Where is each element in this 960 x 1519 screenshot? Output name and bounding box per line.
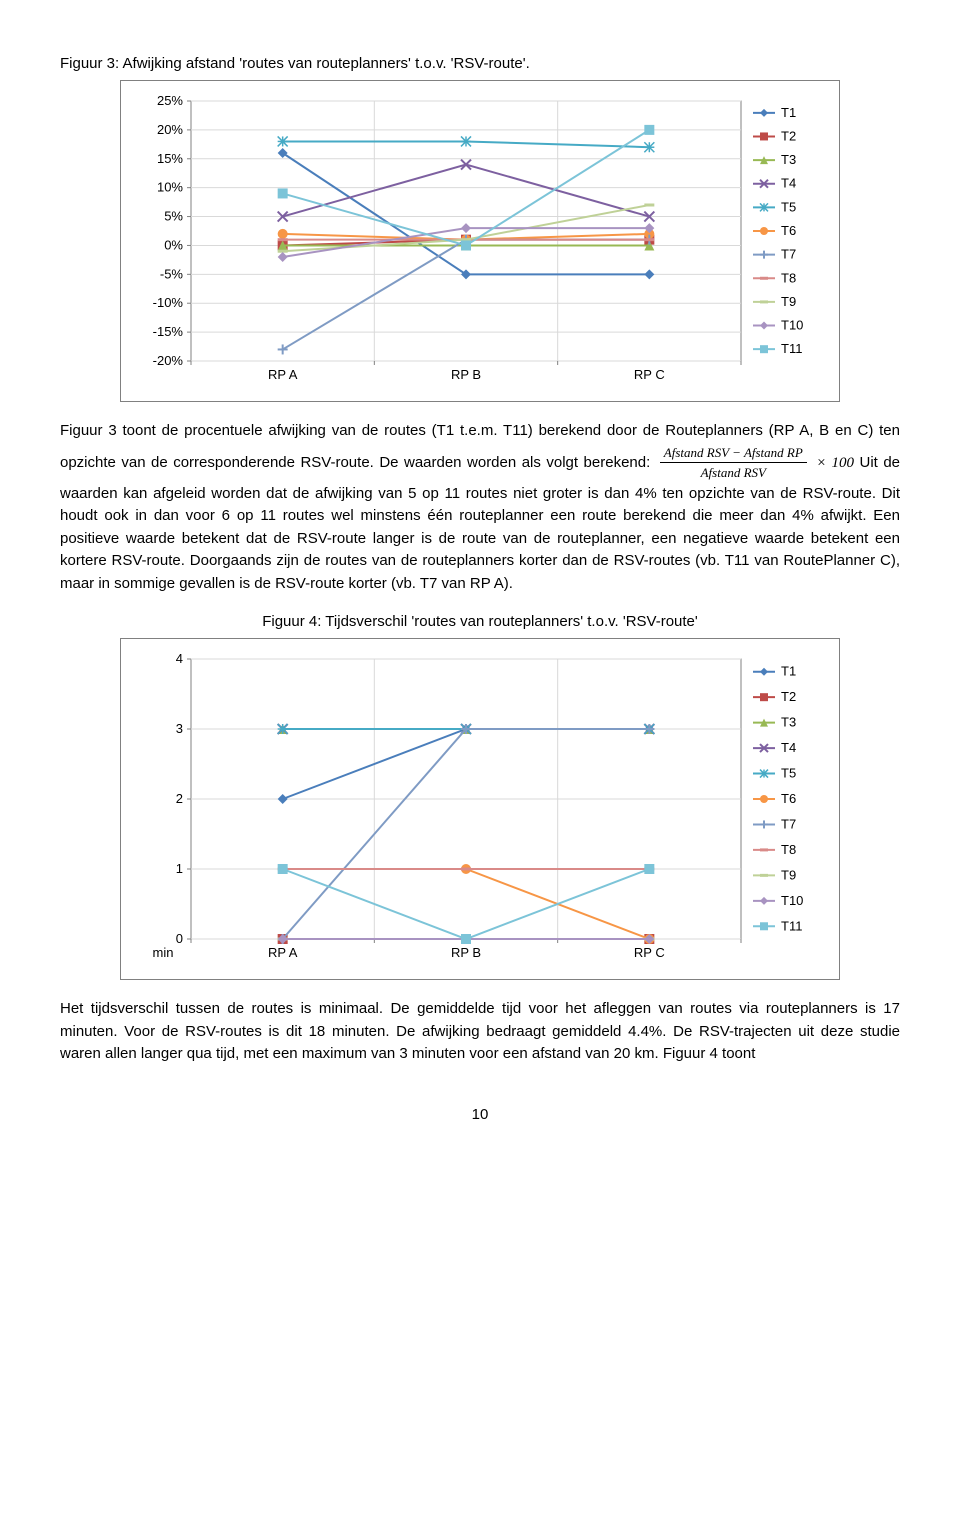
svg-text:2: 2 [176,791,183,806]
svg-text:RP C: RP C [634,945,665,960]
figure3-svg: -20% -15% -10% -5% 0% 5% 10% 15% 20% 25% RP A RP B R… [131,91,829,391]
svg-text:T4: T4 [781,740,796,755]
formula-num: Afstand RSV − Afstand RP [660,443,807,464]
svg-text:-10%: -10% [153,295,184,310]
svg-text:0: 0 [176,931,183,946]
svg-text:10%: 10% [157,180,183,195]
svg-text:-20%: -20% [153,353,184,368]
svg-text:1: 1 [176,861,183,876]
svg-text:T8: T8 [781,842,796,857]
svg-text:T4: T4 [781,176,796,191]
formula-den: Afstand RSV [660,463,807,483]
svg-text:T3: T3 [781,715,796,730]
svg-text:T11: T11 [781,918,802,933]
svg-text:0%: 0% [164,237,183,252]
svg-text:RP B: RP B [451,945,481,960]
svg-text:T6: T6 [781,791,796,806]
svg-text:15%: 15% [157,151,183,166]
svg-text:T7: T7 [781,247,796,262]
page-number: 10 [60,1106,900,1123]
svg-text:min: min [153,945,174,960]
svg-text:T2: T2 [781,689,796,704]
svg-text:T1: T1 [781,105,796,120]
svg-text:T5: T5 [781,766,796,781]
svg-text:T10: T10 [781,318,803,333]
svg-text:5%: 5% [164,209,183,224]
svg-text:-5%: -5% [160,266,184,281]
svg-text:T5: T5 [781,199,796,214]
svg-text:-15%: -15% [153,324,184,339]
svg-text:T10: T10 [781,893,803,908]
svg-text:T3: T3 [781,152,796,167]
svg-text:T8: T8 [781,270,796,285]
formula-fraction: Afstand RSV − Afstand RP Afstand RSV [660,443,807,483]
svg-text:T2: T2 [781,128,796,143]
figure3-chart: -20% -15% -10% -5% 0% 5% 10% 15% 20% 25% RP A RP B R… [120,80,840,402]
paragraph-2: Het tijdsverschil tussen de routes is mi… [60,998,900,1066]
paragraph-1: Figuur 3 toont de procentuele afwijking … [60,420,900,595]
svg-text:T7: T7 [781,816,796,831]
svg-text:20%: 20% [157,122,183,137]
svg-text:T6: T6 [781,223,796,238]
figure3-title: Figuur 3: Afwijking afstand 'routes van … [60,55,900,72]
svg-text:RP B: RP B [451,367,481,382]
svg-text:RP C: RP C [634,367,665,382]
svg-text:RP A: RP A [268,367,298,382]
svg-text:T1: T1 [781,664,796,679]
svg-text:RP A: RP A [268,945,298,960]
figure4-title: Figuur 4: Tijdsverschil 'routes van rout… [60,613,900,630]
figure4-svg: 0 1 2 3 4 RP A RP B RP C min T1 T2 T3 T4 T5 T6 T7 T8 T9 T1… [131,649,829,969]
svg-text:T11: T11 [781,341,802,356]
svg-text:T9: T9 [781,294,796,309]
formula-tail: × 100 [816,454,854,470]
figure4-chart: 0 1 2 3 4 RP A RP B RP C min T1 T2 T3 T4 T5 T6 T7 T8 T9 T1… [120,638,840,980]
svg-text:T9: T9 [781,867,796,882]
svg-text:3: 3 [176,721,183,736]
svg-text:4: 4 [176,651,183,666]
svg-text:25%: 25% [157,93,183,108]
